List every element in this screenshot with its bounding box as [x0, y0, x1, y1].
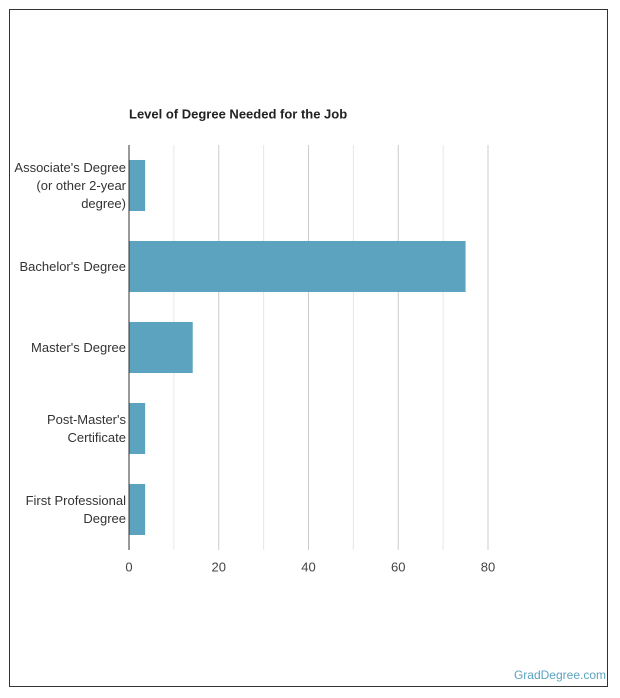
y-tick-label: Post-Master's Certificate	[46, 411, 126, 445]
y-tick-label: Associate's Degree (or other 2-year degr…	[14, 159, 126, 211]
bar	[129, 483, 146, 536]
x-tick-label: 20	[212, 559, 226, 574]
x-tick-label: 60	[391, 559, 405, 574]
y-tick-label: First Professional Degree	[25, 492, 126, 526]
x-tick-label: 40	[301, 559, 315, 574]
bar	[129, 159, 146, 212]
bar	[129, 402, 146, 455]
bar	[129, 321, 193, 374]
chart-title: Level of Degree Needed for the Job	[129, 106, 347, 121]
chart-frame	[9, 9, 608, 687]
x-tick-label: 0	[125, 559, 132, 574]
y-tick-label: Bachelor's Degree	[19, 258, 126, 274]
y-tick-label: Master's Degree	[31, 339, 126, 355]
source-credit: GradDegree.com	[513, 668, 606, 682]
bar	[129, 240, 466, 293]
x-tick-label: 80	[481, 559, 495, 574]
